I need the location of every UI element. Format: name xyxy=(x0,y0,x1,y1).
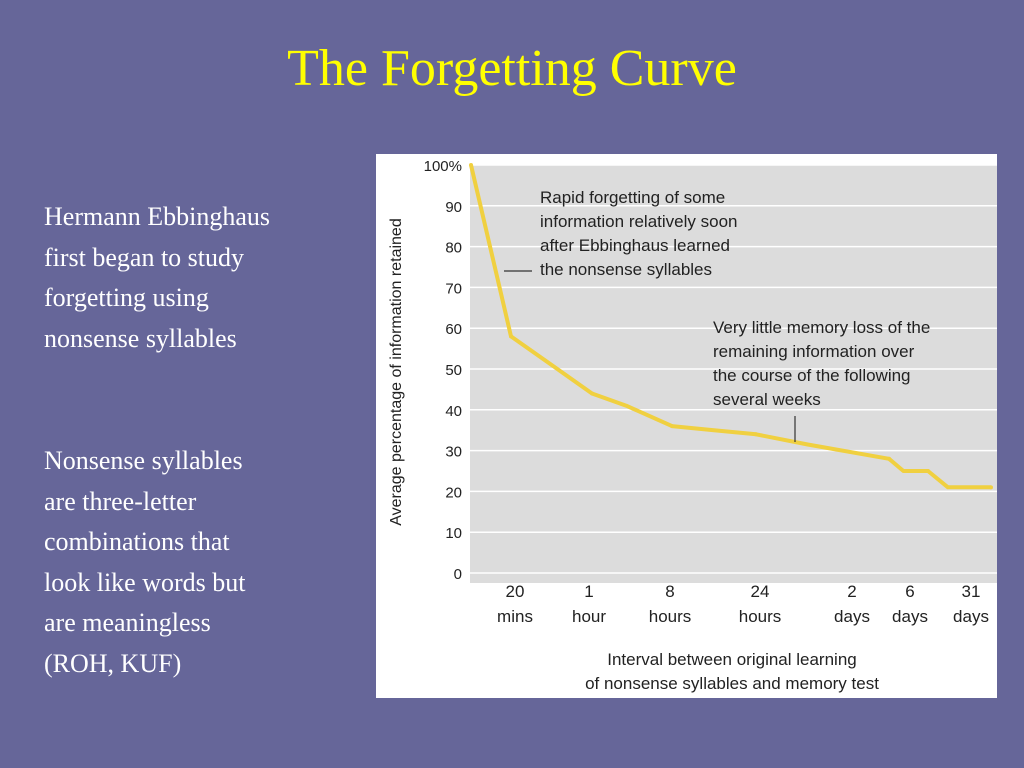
annotation-line: remaining information over xyxy=(713,342,915,361)
data-point xyxy=(887,456,891,461)
y-axis-ticks: 0 10 20 30 40 50 60 70 80 90 100% xyxy=(424,158,462,583)
x-tick-line: days xyxy=(834,607,870,626)
y-tick-label: 90 xyxy=(445,199,462,216)
intro-line: nonsense syllables xyxy=(44,323,237,353)
data-point xyxy=(469,163,473,167)
y-tick-label: 30 xyxy=(445,444,462,461)
annotations: Rapid forgetting of some information rela… xyxy=(504,188,930,442)
intro-line: Hermann Ebbinghaus xyxy=(44,202,271,231)
x-tick-line: days xyxy=(892,607,928,626)
gridlines xyxy=(470,164,997,574)
annotation-line: the course of the following xyxy=(713,366,911,385)
x-axis-label-line: of nonsense syllables and memory test xyxy=(585,674,879,693)
x-tick-label: 8 hours xyxy=(649,582,692,626)
y-tick-label: 100% xyxy=(424,158,462,175)
x-axis-label: Interval between original learning of non… xyxy=(585,650,879,693)
annotation-line: several weeks xyxy=(713,390,821,409)
annotation-line: Rapid forgetting of some xyxy=(540,188,725,207)
definition-line: Nonsense syllables xyxy=(44,446,243,475)
y-tick-label: 10 xyxy=(445,525,462,542)
y-tick-label: 40 xyxy=(445,403,462,420)
x-tick-line: 6 xyxy=(905,582,914,601)
annotation-line: after Ebbinghaus learned xyxy=(540,236,730,255)
retention-curve xyxy=(469,163,993,490)
x-tick-label: 31 days xyxy=(953,582,989,626)
y-axis-label: Average percentage of information retain… xyxy=(388,218,405,525)
annotation: Very little memory loss of the remaining … xyxy=(713,318,930,442)
x-tick-label: 24 hours xyxy=(739,582,782,626)
data-point xyxy=(989,485,993,490)
definition-paragraph: Nonsense syllables are three-letter comb… xyxy=(44,441,354,684)
data-point xyxy=(926,469,930,473)
forgetting-curve-chart: 0 10 20 30 40 50 60 70 80 90 100% 20 mins 1 hour 8 hour… xyxy=(376,154,997,698)
y-tick-label: 60 xyxy=(445,321,462,338)
y-tick-label: 20 xyxy=(445,484,462,501)
x-tick-line: 2 xyxy=(847,582,856,601)
x-tick-line: hours xyxy=(739,607,782,626)
annotation-line: information relatively soon xyxy=(540,212,737,231)
definition-line: (ROH, KUF) xyxy=(44,648,182,678)
x-tick-line: hour xyxy=(572,607,606,626)
y-tick-label: 50 xyxy=(445,362,462,379)
x-tick-line: 24 xyxy=(751,582,770,601)
data-point xyxy=(670,424,674,429)
data-point xyxy=(754,432,758,437)
curve-line xyxy=(469,164,991,490)
chart-svg: 0 10 20 30 40 50 60 70 80 90 100% 20 mins 1 hour 8 hour… xyxy=(388,158,997,693)
annotation: Rapid forgetting of some information rela… xyxy=(504,188,737,279)
annotation-line: the nonsense syllables xyxy=(540,260,712,279)
intro-paragraph: Hermann Ebbinghaus first began to study … xyxy=(44,197,354,359)
x-tick-line: days xyxy=(953,607,989,626)
x-axis-label-line: Interval between original learning xyxy=(607,650,857,669)
x-tick-line: 20 xyxy=(506,582,525,601)
x-tick-label: 20 mins xyxy=(497,582,533,626)
x-tick-line: 8 xyxy=(665,582,674,601)
x-tick-line: mins xyxy=(497,607,533,626)
slide-title: The Forgetting Curve xyxy=(287,40,737,97)
y-tick-label: 80 xyxy=(445,240,462,257)
definition-line: look like words but xyxy=(44,567,246,597)
definition-line: are meaningless xyxy=(44,608,211,637)
plot-area xyxy=(470,165,997,583)
x-axis-ticks: 20 mins 1 hour 8 hours 24 hours 2 days 6 days 31 days xyxy=(497,582,989,626)
intro-line: forgetting using xyxy=(44,283,209,312)
intro-line: first began to study xyxy=(44,242,245,272)
annotation-line: Very little memory loss of the xyxy=(713,318,930,337)
x-tick-label: 6 days xyxy=(892,582,928,626)
data-point xyxy=(590,391,594,396)
x-tick-label: 1 hour xyxy=(572,582,606,626)
x-tick-line: hours xyxy=(649,607,692,626)
x-tick-line: 31 xyxy=(962,582,981,601)
y-tick-label: 70 xyxy=(445,280,462,297)
x-tick-label: 2 days xyxy=(834,582,870,626)
definition-line: combinations that xyxy=(44,527,230,556)
definition-line: are three-letter xyxy=(44,486,197,516)
data-point xyxy=(509,334,513,339)
x-tick-line: 1 xyxy=(584,582,593,601)
y-tick-label: 0 xyxy=(454,566,462,583)
